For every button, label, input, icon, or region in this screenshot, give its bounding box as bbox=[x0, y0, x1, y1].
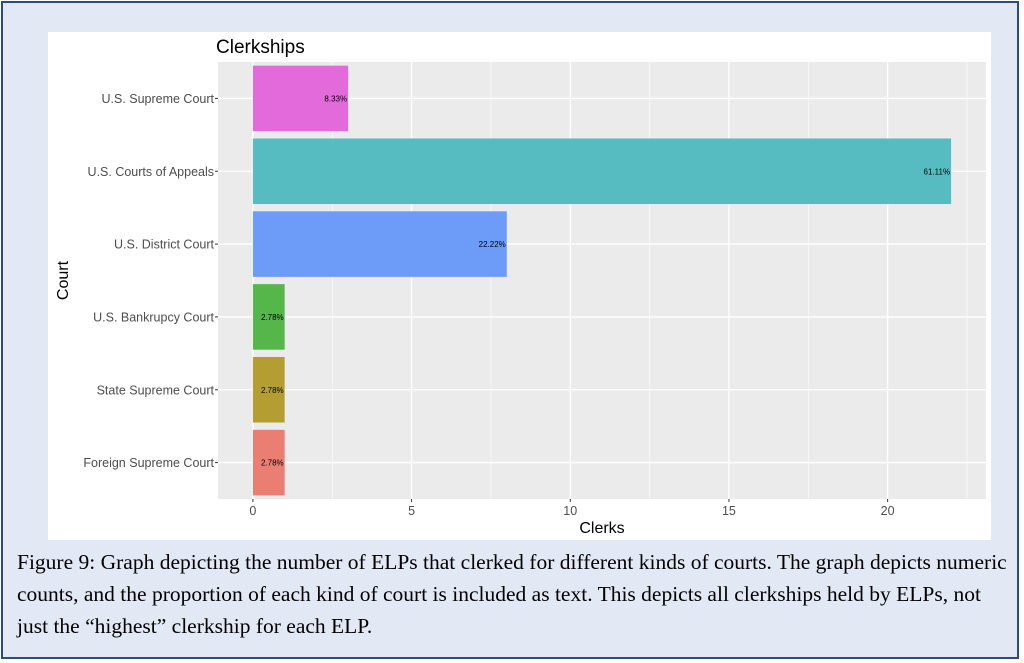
y-tick-label: State Supreme Court bbox=[97, 383, 215, 397]
y-tick-label: Foreign Supreme Court bbox=[83, 456, 214, 470]
y-tick-label: U.S. Bankrupcy Court bbox=[93, 310, 214, 324]
bar-value-label: 61.11% bbox=[924, 167, 951, 176]
bar-value-label: 22.22% bbox=[479, 240, 506, 249]
bar-value-label: 2.78% bbox=[261, 459, 284, 468]
x-tick-label: 5 bbox=[408, 504, 415, 518]
y-axis-label: Court bbox=[55, 260, 72, 300]
y-tick-label: U.S. Courts of Appeals bbox=[88, 165, 214, 179]
x-tick-label: 10 bbox=[563, 504, 577, 518]
x-axis-label: Clerks bbox=[579, 520, 624, 537]
chart-title: Clerkships bbox=[216, 37, 305, 58]
bar-5 bbox=[252, 429, 285, 496]
bar-1 bbox=[252, 138, 952, 205]
plot-background bbox=[218, 62, 986, 499]
bar-value-label: 2.78% bbox=[261, 386, 284, 395]
bar-3 bbox=[252, 284, 285, 350]
figure-caption: Figure 9: Graph depicting the number of … bbox=[17, 546, 1007, 642]
bar-0 bbox=[252, 65, 349, 132]
bar-chart: 8.33% 61.11% 22.22% 2.78% 2.78% 2.78% U.S. Sup… bbox=[55, 37, 986, 537]
x-tick-label: 20 bbox=[881, 504, 895, 518]
bar-4 bbox=[252, 356, 285, 423]
plot-panel: 8.33% 61.11% 22.22% 2.78% 2.78% 2.78% U.S. Sup… bbox=[48, 32, 991, 540]
x-tick-label: 15 bbox=[722, 504, 736, 518]
bar-value-label: 8.33% bbox=[324, 94, 347, 103]
bar-2 bbox=[252, 211, 507, 277]
x-tick-label: 0 bbox=[249, 504, 256, 518]
bar-value-label: 2.78% bbox=[261, 313, 284, 322]
y-tick-label: U.S. District Court bbox=[114, 238, 215, 252]
y-tick-label: U.S. Supreme Court bbox=[101, 92, 214, 106]
caption-text: Figure 9: Graph depicting the number of … bbox=[17, 550, 1007, 638]
